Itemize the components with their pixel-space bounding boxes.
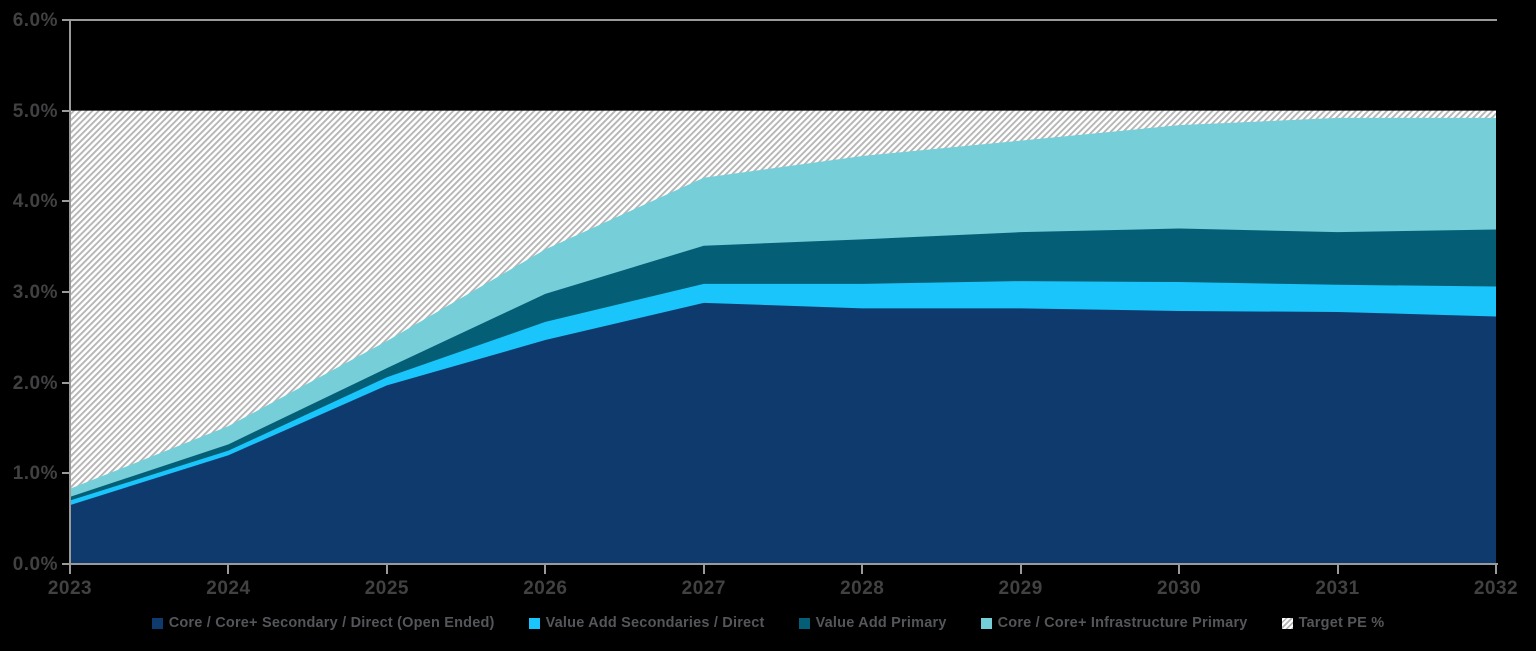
y-axis-tick-label: 0.0% — [12, 554, 58, 575]
x-axis-tick-mark — [1019, 565, 1022, 574]
x-axis-tick-label: 2031 — [1315, 578, 1360, 599]
legend-item: Value Add Primary — [798, 615, 947, 631]
legend-swatch-icon — [1281, 617, 1293, 629]
legend-label: Target PE % — [1298, 615, 1385, 631]
x-axis-tick-label: 2029 — [998, 578, 1043, 599]
x-axis-tick-label: 2025 — [364, 578, 410, 599]
legend-label: Core / Core+ Infrastructure Primary — [997, 615, 1248, 631]
x-axis-tick-label: 2032 — [1473, 578, 1519, 599]
y-axis-tick-mark — [62, 472, 70, 475]
y-axis-tick-label: 1.0% — [12, 463, 58, 485]
y-axis-tick-mark — [62, 19, 70, 21]
x-axis-tick-mark — [544, 565, 547, 574]
x-axis-tick-mark — [1178, 565, 1181, 574]
x-axis-tick-mark — [861, 565, 864, 574]
legend-item: Target PE % — [1281, 615, 1385, 631]
legend-swatch-icon — [528, 617, 540, 629]
x-axis-tick-label: 2026 — [523, 578, 568, 599]
y-axis-tick-mark — [62, 109, 70, 112]
y-axis-tick-mark — [62, 200, 70, 203]
legend-label: Value Add Secondaries / Direct — [545, 615, 765, 631]
y-axis-line — [69, 19, 71, 565]
y-axis-tick-label: 4.0% — [12, 191, 58, 213]
legend-swatch-icon — [798, 617, 810, 629]
x-axis-tick-label: 2030 — [1156, 578, 1202, 599]
legend-item: Value Add Secondaries / Direct — [528, 615, 765, 631]
legend-swatch-icon — [151, 617, 163, 629]
series-area — [70, 302, 1496, 564]
y-axis-tick-label: 2.0% — [12, 372, 58, 394]
x-axis-line — [62, 563, 1498, 565]
top-border-line — [70, 19, 1497, 21]
legend-label: Value Add Primary — [815, 615, 947, 631]
x-axis-tick-label: 2028 — [840, 578, 885, 599]
x-axis-tick-label: 2023 — [47, 578, 93, 599]
plot-area-svg — [70, 110, 1496, 564]
x-axis-tick-mark — [227, 565, 230, 574]
x-axis-tick-mark — [1336, 565, 1339, 574]
y-axis-tick-label: 6.0% — [12, 10, 58, 31]
y-axis-tick-label: 3.0% — [12, 282, 58, 303]
x-axis-tick-mark — [702, 565, 705, 574]
y-axis-tick-label: 5.0% — [12, 100, 58, 122]
x-axis-tick-mark — [69, 565, 71, 574]
legend-swatch-icon — [980, 617, 992, 629]
x-axis-tick-label: 2024 — [206, 578, 251, 599]
legend-item: Core / Core+ Infrastructure Primary — [980, 615, 1248, 631]
x-axis-tick-mark — [385, 565, 388, 574]
area-layers — [70, 110, 1496, 564]
legend-item: Core / Core+ Secondary / Direct (Open En… — [151, 615, 495, 631]
chart-legend: Core / Core+ Secondary / Direct (Open En… — [0, 611, 1536, 635]
x-axis-tick-mark — [1495, 565, 1497, 574]
y-axis-tick-mark — [62, 291, 70, 293]
y-axis-tick-mark — [62, 563, 70, 565]
legend-label: Core / Core+ Secondary / Direct (Open En… — [168, 615, 495, 631]
x-axis-tick-label: 2027 — [681, 578, 726, 599]
y-axis-tick-mark — [62, 381, 70, 384]
